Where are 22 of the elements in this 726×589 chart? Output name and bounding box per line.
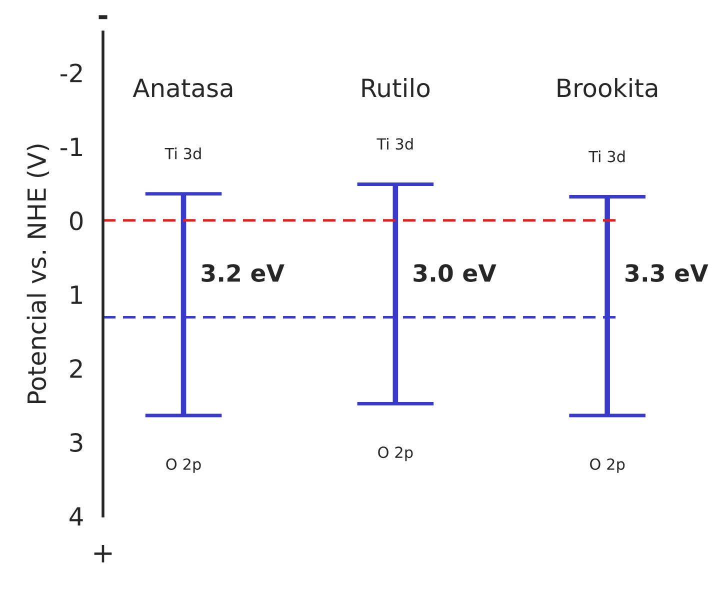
- annotation: Ti 3d: [164, 148, 201, 160]
- annotation: 3.2 eV: [202, 264, 284, 282]
- annotation: O 2p: [590, 458, 625, 473]
- annotation: Ti 3d: [376, 138, 413, 150]
- y-tick-label: 1: [71, 286, 82, 304]
- annotation: O 2p: [166, 458, 201, 473]
- text: +: [94, 544, 112, 562]
- y-tick-label: -2: [60, 64, 82, 82]
- annotation: O 2p: [378, 446, 413, 462]
- annotation: Ti 3d: [588, 150, 625, 162]
- text: -: [98, 15, 108, 20]
- y-axis-title: Potencial vs. NHE (V): [26, 144, 50, 404]
- y-tick-label: 3: [70, 433, 82, 452]
- x-tick-label: Rutilo: [362, 78, 430, 98]
- annotation: 3.3 eV: [626, 264, 708, 282]
- annotation: 3.0 eV: [414, 264, 496, 282]
- x-tick-label: Anatasa: [132, 78, 232, 98]
- x-tick-label: Brookita: [558, 78, 658, 98]
- y-tick-label: 0: [70, 211, 83, 230]
- y-tick-label: 2: [70, 359, 82, 378]
- y-tick-label: 4: [70, 507, 83, 526]
- y-tick-label: -1: [60, 138, 82, 156]
